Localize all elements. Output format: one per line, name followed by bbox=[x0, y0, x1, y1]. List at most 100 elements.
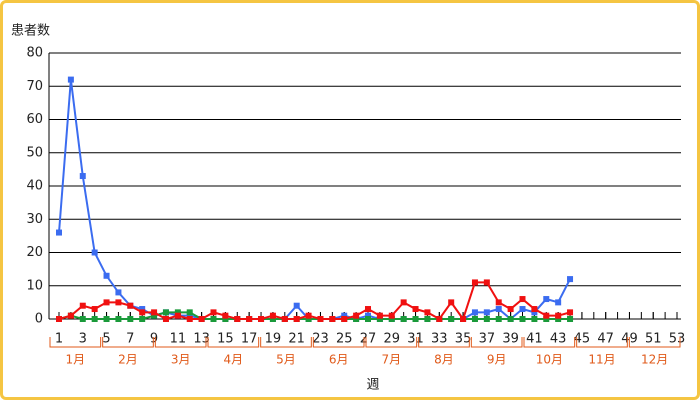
data-point bbox=[483, 309, 490, 316]
data-point bbox=[400, 316, 407, 322]
x-tick-label: 15 bbox=[217, 332, 234, 347]
data-point bbox=[258, 316, 265, 322]
data-point bbox=[281, 316, 288, 322]
data-point bbox=[519, 316, 526, 322]
data-point bbox=[79, 173, 86, 180]
data-point bbox=[507, 306, 514, 313]
month-label: 7月 bbox=[382, 353, 402, 367]
data-point bbox=[293, 302, 300, 309]
data-point bbox=[555, 316, 562, 322]
x-tick-label: 5 bbox=[102, 332, 110, 347]
data-point bbox=[412, 306, 419, 313]
month-bracket bbox=[628, 337, 681, 348]
x-tick-label: 53 bbox=[669, 332, 686, 347]
series-line bbox=[58, 281, 571, 322]
data-point bbox=[388, 316, 395, 322]
month-label: 11月 bbox=[588, 353, 615, 367]
data-point bbox=[103, 316, 110, 322]
month-label: 9月 bbox=[487, 353, 507, 367]
data-point bbox=[103, 272, 110, 279]
data-point bbox=[567, 309, 574, 316]
data-point bbox=[531, 309, 538, 316]
data-point bbox=[341, 316, 348, 322]
data-point bbox=[353, 312, 360, 319]
data-point bbox=[519, 296, 526, 303]
x-tick-label: 29 bbox=[383, 332, 400, 347]
y-tick-label: 0 bbox=[35, 312, 43, 327]
y-tick-label: 40 bbox=[26, 179, 43, 194]
data-point bbox=[115, 289, 122, 296]
data-point bbox=[495, 299, 502, 306]
data-point bbox=[341, 312, 348, 319]
x-tick-label: 3 bbox=[79, 332, 87, 347]
data-point bbox=[424, 316, 431, 322]
data-point bbox=[460, 316, 467, 322]
x-tick-label: 41 bbox=[526, 332, 543, 347]
month-bracket bbox=[523, 337, 576, 348]
data-point bbox=[115, 316, 122, 322]
data-point bbox=[103, 299, 110, 306]
data-point bbox=[56, 229, 62, 236]
x-tick-label: 33 bbox=[431, 332, 448, 347]
data-point bbox=[222, 312, 229, 319]
x-tick-label: 13 bbox=[193, 332, 210, 347]
data-point bbox=[531, 306, 538, 313]
x-tick-label: 19 bbox=[265, 332, 282, 347]
data-point bbox=[293, 316, 300, 322]
x-tick-label: 27 bbox=[360, 332, 377, 347]
data-point bbox=[365, 312, 371, 319]
x-tick-label: 37 bbox=[479, 332, 496, 347]
x-tick-label: 21 bbox=[288, 332, 305, 347]
data-point bbox=[174, 312, 181, 319]
month-bracket bbox=[312, 337, 365, 348]
data-point bbox=[162, 309, 169, 316]
data-point bbox=[329, 316, 336, 322]
data-point bbox=[376, 312, 383, 319]
month-bracket bbox=[154, 337, 207, 348]
month-label: 3月 bbox=[171, 353, 191, 367]
month-bracket bbox=[418, 337, 470, 348]
data-point bbox=[436, 316, 443, 322]
data-point bbox=[246, 316, 253, 322]
data-point bbox=[448, 316, 455, 322]
x-tick-label: 1 bbox=[55, 332, 63, 347]
data-point bbox=[353, 316, 360, 322]
y-tick-label: 60 bbox=[26, 112, 43, 127]
data-point bbox=[400, 299, 407, 306]
x-tick-label: 25 bbox=[336, 332, 353, 347]
data-point bbox=[186, 316, 193, 322]
x-tick-label: 23 bbox=[312, 332, 329, 347]
month-label: 12月 bbox=[641, 353, 668, 367]
data-point bbox=[269, 312, 276, 319]
y-tick-label: 20 bbox=[26, 245, 43, 260]
month-bracket bbox=[207, 337, 260, 348]
data-point bbox=[91, 249, 98, 256]
x-tick-label: 31 bbox=[407, 332, 424, 347]
data-point bbox=[448, 299, 455, 306]
data-point bbox=[139, 306, 146, 313]
data-point bbox=[507, 316, 514, 322]
month-bracket bbox=[576, 337, 628, 348]
data-point bbox=[471, 316, 478, 322]
data-point bbox=[269, 316, 276, 322]
month-label: 10月 bbox=[536, 353, 563, 367]
data-point bbox=[483, 316, 490, 322]
data-point bbox=[376, 316, 383, 322]
data-point bbox=[495, 316, 502, 322]
data-point bbox=[543, 296, 550, 303]
data-point bbox=[567, 276, 574, 283]
y-tick-label: 70 bbox=[26, 79, 43, 94]
x-tick-label: 7 bbox=[126, 332, 134, 347]
y-tick-label: 30 bbox=[26, 212, 43, 227]
data-point bbox=[567, 316, 574, 322]
data-point bbox=[365, 316, 371, 322]
data-point bbox=[174, 309, 181, 316]
data-point bbox=[471, 279, 478, 286]
data-point bbox=[210, 309, 217, 316]
data-point bbox=[210, 316, 217, 322]
data-point bbox=[305, 316, 312, 322]
series-line bbox=[58, 79, 571, 321]
data-point bbox=[67, 76, 74, 83]
x-tick-label: 47 bbox=[597, 332, 614, 347]
